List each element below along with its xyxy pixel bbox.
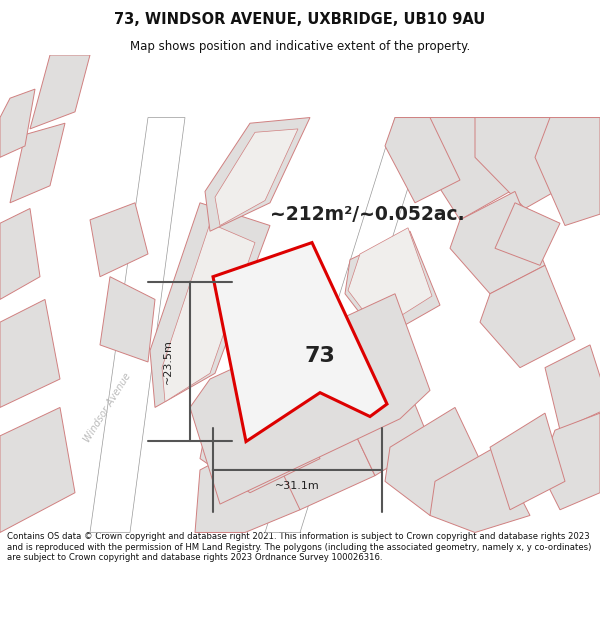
Polygon shape xyxy=(30,55,90,129)
Polygon shape xyxy=(430,448,530,532)
Polygon shape xyxy=(475,118,575,209)
Polygon shape xyxy=(213,242,387,441)
Polygon shape xyxy=(195,436,300,532)
Text: Map shows position and indicative extent of the property.: Map shows position and indicative extent… xyxy=(130,39,470,52)
Polygon shape xyxy=(490,413,565,510)
Polygon shape xyxy=(385,408,490,516)
Text: Windsor Avenue: Windsor Avenue xyxy=(83,371,133,444)
Polygon shape xyxy=(215,129,298,226)
Polygon shape xyxy=(0,299,60,408)
Polygon shape xyxy=(545,345,600,430)
Polygon shape xyxy=(205,118,310,231)
Text: 73: 73 xyxy=(305,346,335,366)
Polygon shape xyxy=(450,191,545,294)
Polygon shape xyxy=(10,123,65,202)
Polygon shape xyxy=(420,118,510,220)
Polygon shape xyxy=(150,202,270,408)
Polygon shape xyxy=(200,373,320,493)
Polygon shape xyxy=(0,89,35,158)
Polygon shape xyxy=(265,118,430,532)
Polygon shape xyxy=(100,277,155,362)
Polygon shape xyxy=(0,408,75,532)
Polygon shape xyxy=(540,413,600,510)
Polygon shape xyxy=(345,231,440,339)
Polygon shape xyxy=(90,202,148,277)
Polygon shape xyxy=(190,294,430,504)
Polygon shape xyxy=(385,118,460,202)
Text: ~212m²/~0.052ac.: ~212m²/~0.052ac. xyxy=(270,204,464,224)
Text: ~31.1m: ~31.1m xyxy=(275,481,320,491)
Text: 73, WINDSOR AVENUE, UXBRIDGE, UB10 9AU: 73, WINDSOR AVENUE, UXBRIDGE, UB10 9AU xyxy=(115,12,485,27)
Polygon shape xyxy=(162,223,255,402)
Polygon shape xyxy=(260,402,375,510)
Polygon shape xyxy=(480,266,575,368)
Text: ~23.5m: ~23.5m xyxy=(163,339,173,384)
Polygon shape xyxy=(348,228,432,330)
Polygon shape xyxy=(90,118,185,532)
Text: Contains OS data © Crown copyright and database right 2021. This information is : Contains OS data © Crown copyright and d… xyxy=(7,532,592,562)
Polygon shape xyxy=(535,118,600,226)
Polygon shape xyxy=(0,209,40,299)
Polygon shape xyxy=(340,368,430,476)
Polygon shape xyxy=(495,202,560,266)
